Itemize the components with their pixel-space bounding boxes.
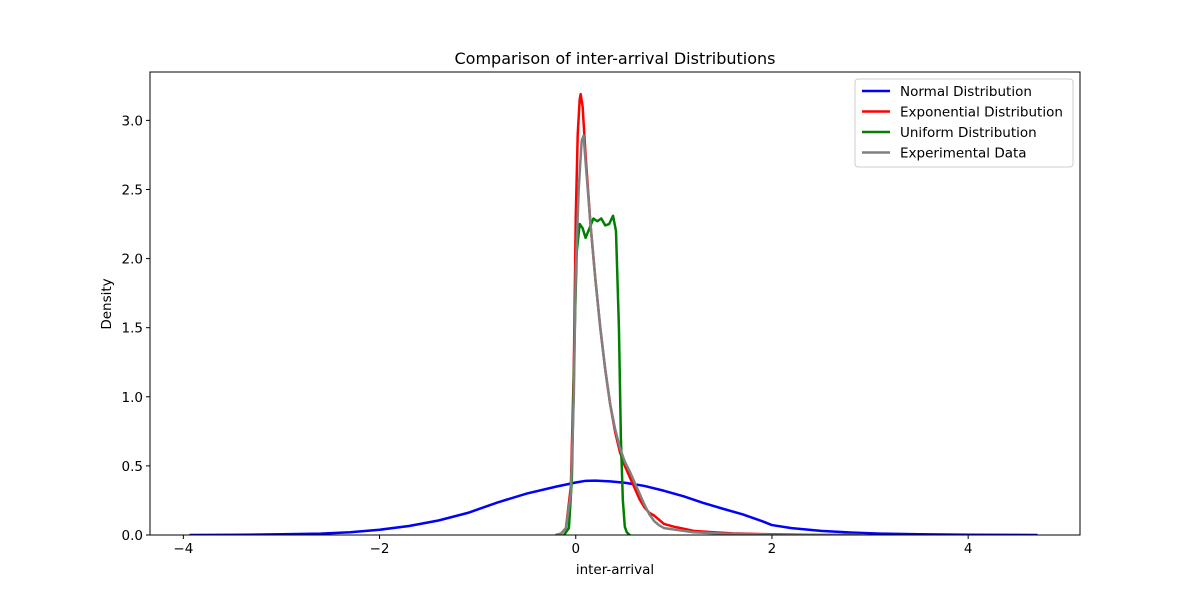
series-line-4 bbox=[554, 134, 862, 535]
x-axis-label: inter-arrival bbox=[576, 562, 654, 578]
y-tick-label: 1.5 bbox=[122, 321, 143, 337]
legend-label: Exponential Distribution bbox=[900, 105, 1063, 121]
series-line-1 bbox=[188, 479, 1039, 535]
x-tick-label: 2 bbox=[768, 541, 777, 557]
y-axis-label: Density bbox=[99, 278, 115, 329]
x-tick-label: −4 bbox=[173, 541, 193, 557]
legend-label: Uniform Distribution bbox=[900, 125, 1037, 141]
y-tick-label: 0.0 bbox=[122, 528, 143, 544]
legend-label: Normal Distribution bbox=[900, 84, 1032, 100]
x-axis: −4 −2 0 2 4 bbox=[173, 535, 972, 557]
plot-area bbox=[188, 92, 1039, 535]
x-tick-label: 4 bbox=[964, 541, 973, 557]
x-tick-label: −2 bbox=[370, 541, 390, 557]
chart-title: Comparison of inter-arrival Distribution… bbox=[454, 49, 775, 68]
legend: Normal Distribution Exponential Distribut… bbox=[854, 78, 1074, 168]
y-axis: 0.0 0.5 1.0 1.5 2.0 2.5 3.0 bbox=[122, 113, 150, 544]
y-tick-label: 2.5 bbox=[122, 182, 143, 198]
series-line-2 bbox=[554, 92, 852, 535]
y-tick-label: 1.0 bbox=[122, 390, 143, 406]
y-tick-label: 3.0 bbox=[122, 113, 143, 129]
axes-frame bbox=[149, 71, 1081, 536]
legend-box bbox=[854, 78, 1074, 168]
x-tick-label: 0 bbox=[571, 541, 580, 557]
y-tick-label: 2.0 bbox=[122, 252, 143, 268]
legend-label: Experimental Data bbox=[900, 146, 1027, 162]
y-tick-label: 0.5 bbox=[122, 459, 143, 475]
